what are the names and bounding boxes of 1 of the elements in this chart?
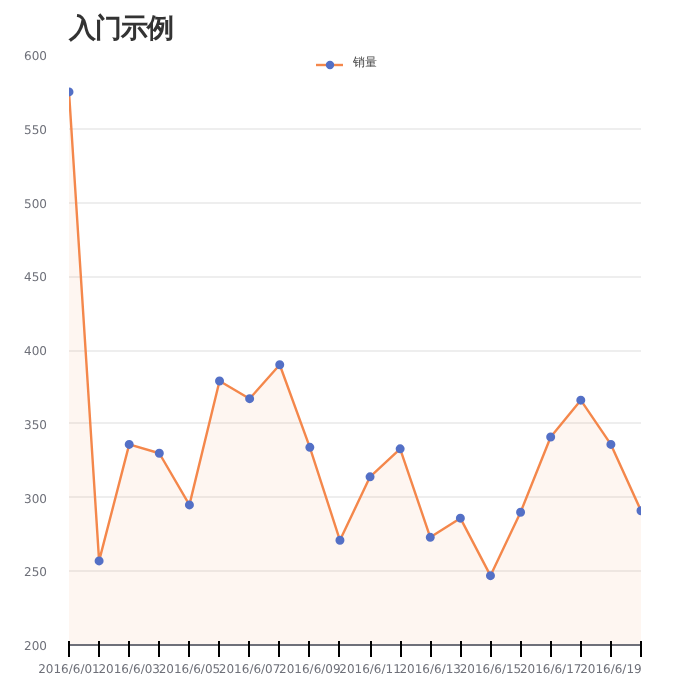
chart-title: 入门示例	[67, 13, 173, 45]
